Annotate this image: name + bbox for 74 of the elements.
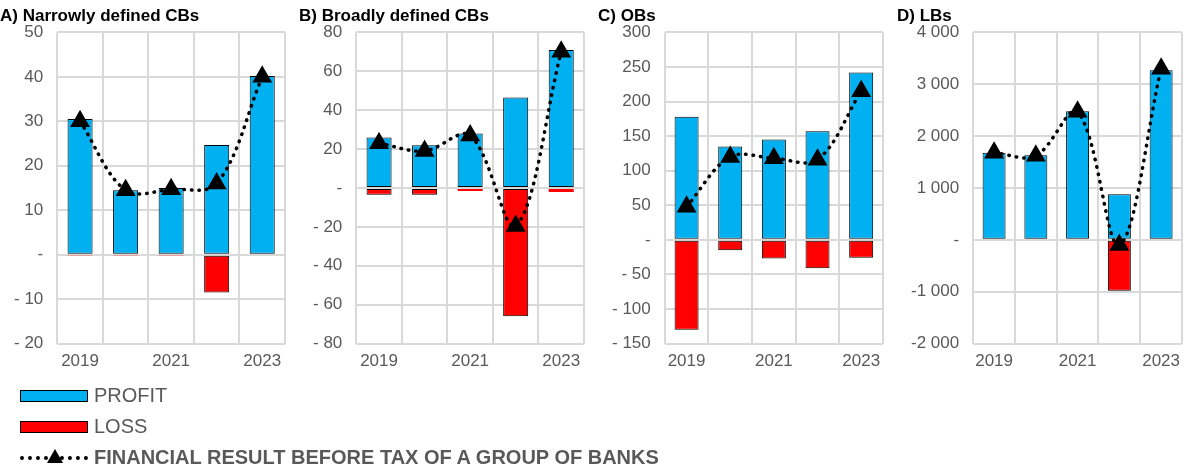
y-tick-label: - 60 [313,294,343,314]
chart-title: D) LBs [897,5,952,25]
point [208,173,226,190]
x-tick-label: 2021 [152,351,191,371]
point [764,146,784,165]
y-tick-label: - 20 [313,216,343,236]
y-tick-label: 150 [622,125,651,145]
y-tick-label: - 80 [313,333,343,353]
y-tick-label: - 100 [612,298,651,318]
point [1152,58,1170,75]
y-tick-label: - 40 [313,255,343,275]
legend-label: LOSS [94,415,148,438]
y-tick-label: - [37,244,44,264]
x-tick-label: 2019 [975,351,1013,371]
point [852,81,870,97]
point [70,109,90,128]
point [161,177,181,196]
chart-title: C) OBs [598,5,656,25]
y-tick-label: 60 [323,60,343,80]
y-tick-label: 40 [24,66,44,86]
legend-label: PROFIT [94,384,168,407]
point [116,180,135,196]
y-tick-label: - 50 [621,264,651,284]
y-tick-label: -1 000 [911,281,960,301]
y-tick-label: 4 000 [916,22,960,42]
y-tick-label: - 150 [612,333,651,353]
y-tick-label: 80 [323,22,343,42]
y-tick-label: 1 000 [916,177,960,197]
x-tick-label: 2021 [451,351,490,371]
point [461,125,479,142]
point [1027,146,1045,162]
x-tick-label: 2023 [842,351,881,371]
y-tick-label: 30 [24,111,44,130]
bar [548,189,574,192]
point [721,147,739,163]
y-tick-label: 50 [631,194,651,214]
y-tick-label: 20 [323,138,343,158]
y-tick-label: 20 [24,155,44,175]
y-tick-label: - 20 [14,333,44,353]
chart-title: A) Narrowly defined CBs [0,5,200,25]
x-tick-label: 2021 [754,351,793,371]
point [369,131,389,150]
point [985,142,1003,159]
chart-title: B) Broadly defined CBs [299,5,489,25]
y-tick-label: -2 000 [911,333,960,353]
y-tick-label: - [645,229,651,249]
y-tick-label: 100 [622,160,651,180]
x-tick-label: 2023 [542,351,581,371]
y-tick-label: 10 [24,199,44,219]
point [677,196,696,213]
x-tick-label: 2019 [360,351,398,371]
point [808,149,827,166]
x-tick-label: 2019 [667,351,706,371]
y-tick-label: 300 [622,22,651,42]
x-tick-label: 2021 [1058,351,1097,371]
point [415,141,434,157]
point [1110,235,1129,251]
x-tick-label: 2023 [243,351,282,371]
y-tick-label: - [953,229,960,249]
legend-label: FINANCIAL RESULT BEFORE TAX OF A GROUP OF BANKS [94,446,659,469]
y-tick-label: 40 [323,99,343,119]
x-tick-label: 2023 [1142,351,1181,371]
y-tick-label: - 10 [14,288,44,308]
y-tick-label: 250 [622,56,651,76]
y-tick-label: - [336,177,343,197]
point [552,42,570,58]
y-tick-label: 3 000 [916,73,960,93]
point [507,216,525,232]
y-tick-label: 200 [622,91,651,111]
point [253,67,271,83]
x-tick-label: 2019 [61,351,99,371]
point [1068,102,1087,118]
y-tick-label: 2 000 [916,125,960,145]
y-tick-label: 50 [24,22,44,42]
